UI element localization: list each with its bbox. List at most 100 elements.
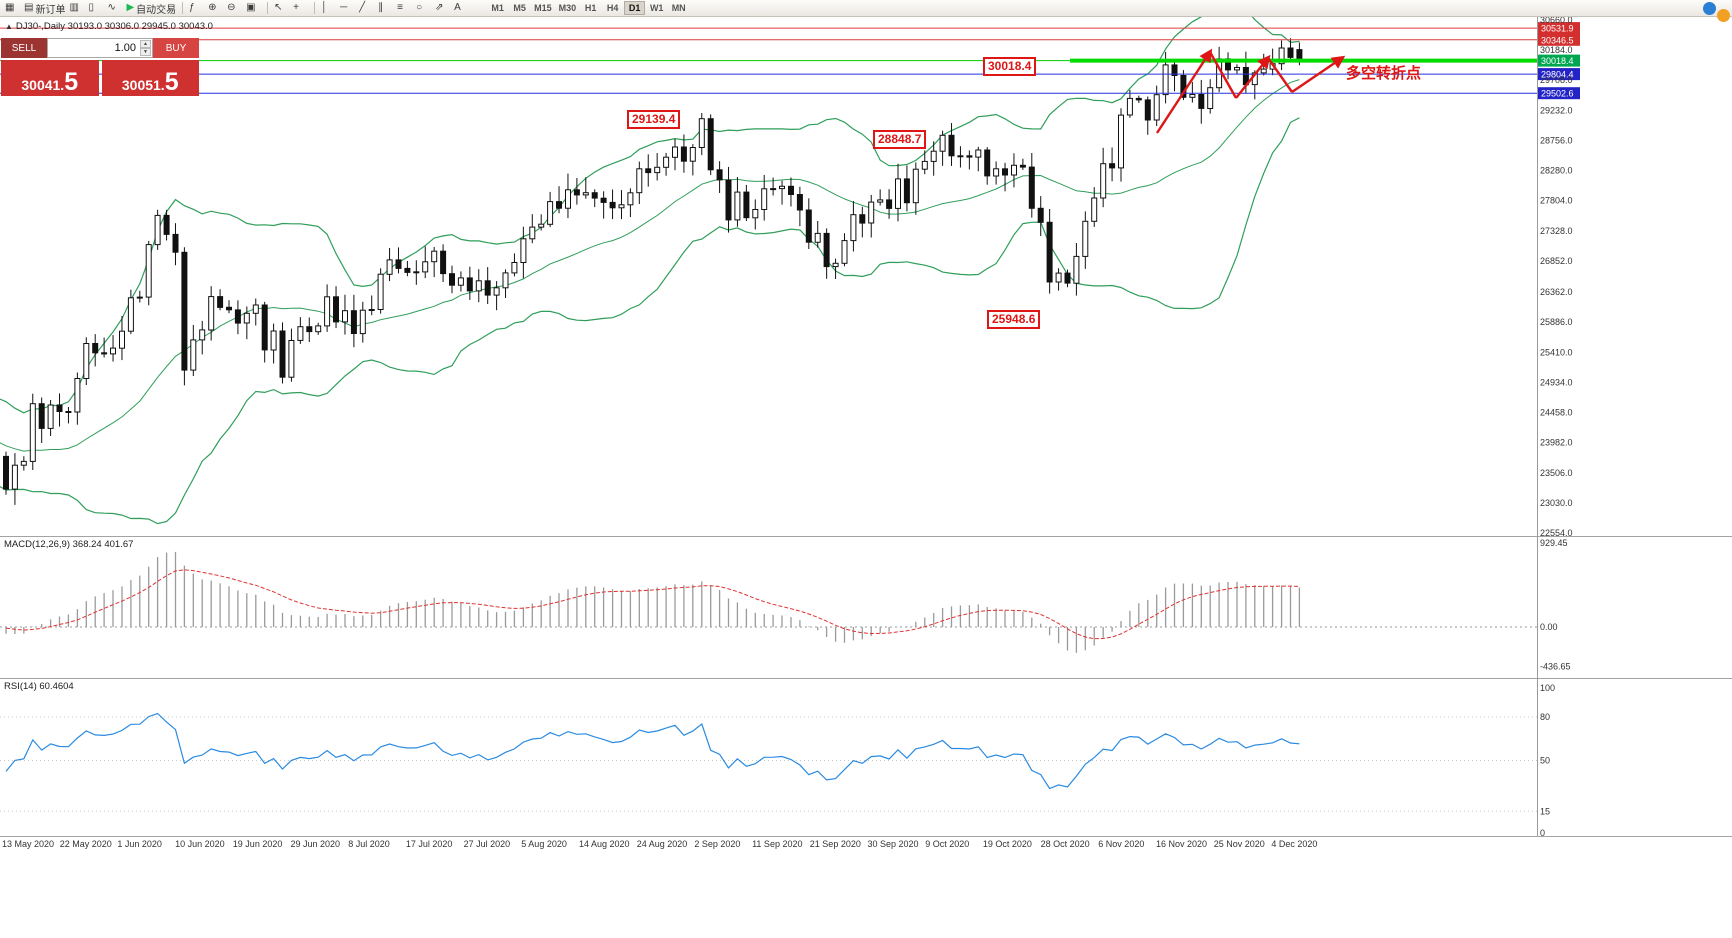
toolbar-separator	[182, 2, 184, 14]
new-order-icon: ▤	[24, 2, 34, 13]
crosshair-button[interactable]: +	[291, 1, 310, 16]
buy-button[interactable]: BUY	[153, 38, 199, 58]
trendline-button[interactable]: ╱	[357, 1, 376, 16]
rsi-axis-label: 50	[1540, 756, 1550, 766]
x-axis-label: 29 Jun 2020	[290, 839, 341, 849]
autotrading-button[interactable]: ▶ 自动交易	[124, 1, 178, 16]
x-axis-label: 22 May 2020	[59, 839, 112, 849]
rsi-panel-divider[interactable]	[0, 678, 1732, 679]
chart-bars-icon: ▥	[69, 2, 79, 13]
horizontal-line-button[interactable]: ─	[338, 1, 357, 16]
main-toolbar: ▦ ▤ 新订单 ▥ ▯ ∿ ▶ 自动交易 ƒ ⊕ ⊖ ▣ ↖ + │ ─ ╱ ∥ ≡ ○ ⇗ A M1 M5 M15 M30 H1 H…	[0, 0, 1732, 22]
bollinger-lower-band	[0, 117, 1300, 525]
tile-windows-button[interactable]: ▣	[244, 1, 263, 16]
tile-windows-icon: ▣	[246, 2, 256, 13]
zoom-in-button[interactable]: ⊕	[206, 1, 225, 16]
oneclick-toggle-icon[interactable]: ▲	[5, 22, 13, 31]
trend-arrow-segment	[1208, 51, 1238, 99]
x-axis-label: 14 Aug 2020	[579, 839, 630, 849]
volume-decrease-button[interactable]: ▼	[140, 48, 151, 56]
equidistant-channel-button[interactable]: ∥	[376, 1, 395, 16]
community-badge-icon[interactable]	[1703, 2, 1716, 15]
price-tick: 24458.0	[1540, 408, 1573, 418]
timeframe-d1-button[interactable]: D1	[624, 1, 646, 15]
price-tick: 23506.0	[1540, 468, 1573, 478]
macd-label: MACD(12,26,9) 368.24 401.67	[4, 539, 134, 550]
fibonacci-button[interactable]: ≡	[395, 1, 414, 16]
x-axis-label: 9 Oct 2020	[925, 839, 970, 849]
sell-price-button[interactable]: 30041. 5	[1, 60, 99, 96]
price-tick: 27328.0	[1540, 226, 1573, 236]
new-chart-button[interactable]: ▦	[3, 1, 22, 16]
timeframe-m1-button[interactable]: M1	[487, 1, 508, 15]
text-icon: A	[454, 2, 461, 13]
toolbar-separator	[267, 2, 269, 14]
sell-button[interactable]: SELL	[1, 38, 47, 58]
shapes-button[interactable]: ○	[414, 1, 433, 16]
price-tick: 29232.0	[1540, 105, 1573, 115]
x-axis-label: 25 Nov 2020	[1213, 839, 1265, 849]
autotrading-icon: ▶	[126, 2, 135, 13]
equidistant-channel-icon: ∥	[378, 2, 384, 13]
buy-price-button[interactable]: 30051. 5	[101, 60, 199, 96]
date-axis-divider	[0, 836, 1732, 837]
hline-objects[interactable]	[0, 27, 1537, 94]
indicators-icon: ƒ	[189, 2, 195, 13]
price-axis-flag	[1538, 33, 1580, 46]
x-axis-label: 4 Dec 2020	[1271, 839, 1318, 849]
timeframe-mn-button[interactable]: MN	[668, 1, 689, 15]
x-axis-label: 1 Jun 2020	[117, 839, 162, 849]
rsi-line	[5, 712, 1300, 790]
arrows-button[interactable]: ⇗	[433, 1, 452, 16]
timeframe-m15-button[interactable]: M15	[531, 1, 555, 15]
timeframe-h1-button[interactable]: H1	[580, 1, 601, 15]
timeframe-m5-button[interactable]: M5	[509, 1, 530, 15]
chart-bars-button[interactable]: ▥	[67, 1, 86, 16]
sell-price-fraction: 5	[64, 67, 79, 96]
chart-candles-icon: ▯	[88, 2, 94, 13]
macd-axis-label: 0.00	[1540, 622, 1558, 632]
vertical-line-icon: │	[321, 2, 328, 13]
macd-panel-divider[interactable]	[0, 536, 1732, 537]
price-tick: 24934.0	[1540, 377, 1573, 387]
volume-increase-button[interactable]: ▲	[140, 40, 151, 48]
price-tick: 26362.0	[1540, 287, 1573, 297]
timeframe-h4-button[interactable]: H4	[602, 1, 623, 15]
vertical-line-button[interactable]: │	[319, 1, 338, 16]
price-axis-flag	[1538, 54, 1580, 67]
timeframe-w1-button[interactable]: W1	[646, 1, 667, 15]
text-button[interactable]: A	[452, 1, 471, 16]
x-axis-label: 5 Aug 2020	[521, 839, 567, 849]
buy-price: 30051.	[121, 76, 165, 93]
price-tick: 27804.0	[1540, 196, 1573, 206]
timeframe-m30-button[interactable]: M30	[556, 1, 580, 15]
volume-field[interactable]: 1.00 ▲ ▼	[47, 38, 153, 58]
notification-badge-icon[interactable]	[1717, 9, 1730, 22]
new-order-button[interactable]: ▤ 新订单	[22, 1, 67, 16]
bollinger-upper-band	[0, 0, 1300, 414]
zoom-out-button[interactable]: ⊖	[225, 1, 244, 16]
price-tick: 23030.0	[1540, 498, 1573, 508]
macd-signal-line	[5, 569, 1300, 640]
macd-axis-label: -436.65	[1540, 662, 1571, 672]
price-annotation: 28848.7	[873, 130, 927, 149]
bollinger-middle-band	[0, 79, 1300, 452]
x-axis-label: 17 Jul 2020	[405, 839, 453, 849]
new-chart-icon: ▦	[5, 2, 15, 13]
indicators-button[interactable]: ƒ	[187, 1, 206, 16]
chart-line-icon: ∿	[107, 2, 116, 13]
trendline-icon: ╱	[359, 2, 366, 13]
price-axis-flag-value: 30346.5	[1541, 35, 1574, 45]
crosshair-icon: +	[293, 2, 299, 13]
trend-arrow-segment	[1267, 57, 1293, 93]
rsi-label: RSI(14) 60.4604	[4, 681, 74, 692]
x-axis-label: 24 Aug 2020	[636, 839, 688, 849]
cursor-button[interactable]: ↖	[272, 1, 291, 16]
trend-arrow-segment	[1291, 55, 1346, 93]
x-axis-label: 19 Jun 2020	[232, 839, 283, 849]
chart-candles-button[interactable]: ▯	[86, 1, 105, 16]
chart-line-button[interactable]: ∿	[105, 1, 124, 16]
price-tick: 29708.0	[1540, 75, 1573, 85]
